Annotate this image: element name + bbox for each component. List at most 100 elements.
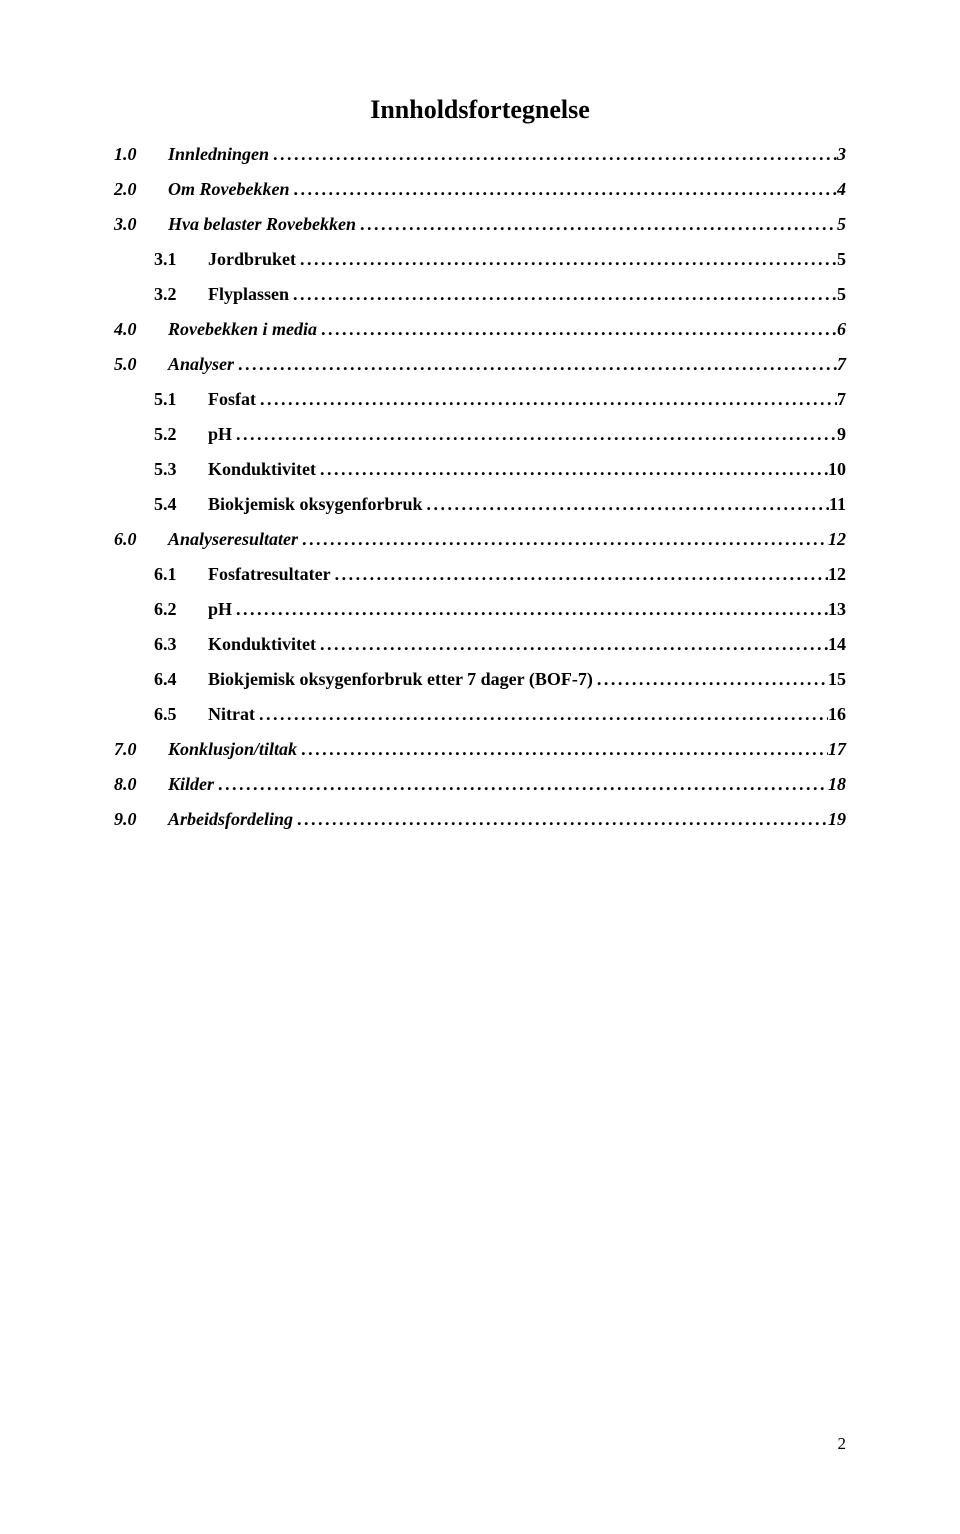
- toc-entry: 6.4Biokjemisk oksygenforbruk etter 7 dag…: [114, 670, 846, 688]
- toc-list: 1.0Innledningen 3 2.0Om Rovebekken 4 3.0Hva …: [114, 145, 846, 828]
- toc-entry-page: 10: [828, 460, 846, 478]
- toc-entry-page: 7: [837, 390, 846, 408]
- toc-leader-dots: [423, 495, 829, 513]
- toc-entry-number: 7.0: [114, 740, 168, 758]
- toc-leader-dots: [256, 390, 837, 408]
- toc-entry-label: Analyseresultater: [168, 530, 298, 548]
- toc-entry-page: 14: [828, 635, 846, 653]
- toc-entry-page: 18: [828, 775, 846, 793]
- toc-entry-page: 7: [837, 355, 846, 373]
- toc-entry: 5.1Fosfat 7: [114, 390, 846, 408]
- toc-entry-label: Biokjemisk oksygenforbruk etter 7 dager …: [208, 670, 593, 688]
- toc-entry-number: 9.0: [114, 810, 168, 828]
- toc-entry-label: Arbeidsfordeling: [168, 810, 293, 828]
- toc-entry: 2.0Om Rovebekken 4: [114, 180, 846, 198]
- toc-entry-number: 3.2: [154, 285, 208, 303]
- toc-entry-number: 5.4: [154, 495, 208, 513]
- toc-entry-number: 1.0: [114, 145, 168, 163]
- toc-entry-page: 17: [828, 740, 846, 758]
- toc-entry: 6.2pH 13: [114, 600, 846, 618]
- toc-leader-dots: [269, 145, 837, 163]
- toc-entry: 6.1Fosfatresultater 12: [114, 565, 846, 583]
- toc-leader-dots: [316, 635, 828, 653]
- toc-entry: 5.4Biokjemisk oksygenforbruk 11: [114, 495, 846, 513]
- toc-entry: 5.3Konduktivitet 10: [114, 460, 846, 478]
- toc-entry-label: Nitrat: [208, 705, 255, 723]
- toc-entry-number: 8.0: [114, 775, 168, 793]
- toc-entry-label: pH: [208, 425, 232, 443]
- toc-leader-dots: [298, 530, 828, 548]
- toc-entry: 6.3Konduktivitet 14: [114, 635, 846, 653]
- toc-entry-label: Rovebekken i media: [168, 320, 317, 338]
- toc-entry-label: Konklusjon/tiltak: [168, 740, 297, 758]
- toc-leader-dots: [316, 460, 828, 478]
- toc-leader-dots: [232, 425, 837, 443]
- toc-entry-label: Om Rovebekken: [168, 180, 289, 198]
- toc-entry: 6.0Analyseresultater 12: [114, 530, 846, 548]
- toc-entry-page: 5: [837, 285, 846, 303]
- toc-leader-dots: [297, 740, 828, 758]
- toc-leader-dots: [356, 215, 837, 233]
- toc-entry-page: 13: [828, 600, 846, 618]
- toc-entry-label: Konduktivitet: [208, 460, 316, 478]
- toc-entry-label: Jordbruket: [208, 250, 296, 268]
- toc-leader-dots: [289, 285, 837, 303]
- toc-entry-number: 5.0: [114, 355, 168, 373]
- toc-entry: 7.0Konklusjon/tiltak 17: [114, 740, 846, 758]
- toc-leader-dots: [331, 565, 828, 583]
- toc-entry-label: Fosfat: [208, 390, 256, 408]
- toc-entry-label: Analyser: [168, 355, 234, 373]
- toc-entry-number: 6.5: [154, 705, 208, 723]
- toc-entry-number: 5.3: [154, 460, 208, 478]
- toc-entry-number: 6.2: [154, 600, 208, 618]
- toc-entry: 3.0Hva belaster Rovebekken5: [114, 215, 846, 233]
- toc-entry: 3.2Flyplassen 5: [114, 285, 846, 303]
- toc-entry-page: 6: [837, 320, 846, 338]
- toc-entry: 6.5Nitrat 16: [114, 705, 846, 723]
- toc-leader-dots: [214, 775, 828, 793]
- toc-entry-page: 15: [828, 670, 846, 688]
- toc-entry-number: 6.0: [114, 530, 168, 548]
- toc-entry-number: 2.0: [114, 180, 168, 198]
- toc-entry-label: Biokjemisk oksygenforbruk: [208, 495, 423, 513]
- toc-entry-number: 3.0: [114, 215, 168, 233]
- toc-entry-page: 12: [828, 530, 846, 548]
- toc-entry-page: 16: [828, 705, 846, 723]
- toc-entry: 9.0Arbeidsfordeling 19: [114, 810, 846, 828]
- toc-entry-number: 6.1: [154, 565, 208, 583]
- toc-entry: 8.0Kilder 18: [114, 775, 846, 793]
- toc-entry-page: 11: [829, 495, 846, 513]
- toc-entry-label: Innledningen: [168, 145, 269, 163]
- toc-entry-number: 5.2: [154, 425, 208, 443]
- toc-entry-page: 5: [837, 250, 846, 268]
- toc-leader-dots: [255, 705, 828, 723]
- toc-entry-number: 6.4: [154, 670, 208, 688]
- toc-leader-dots: [293, 810, 828, 828]
- toc-entry-number: 6.3: [154, 635, 208, 653]
- toc-entry-page: 12: [828, 565, 846, 583]
- page-number: 2: [838, 1434, 847, 1454]
- toc-entry-label: Hva belaster Rovebekken: [168, 215, 356, 233]
- toc-entry-page: 9: [837, 425, 846, 443]
- toc-leader-dots: [234, 355, 837, 373]
- toc-entry-number: 3.1: [154, 250, 208, 268]
- toc-entry-label: Kilder: [168, 775, 214, 793]
- toc-entry-label: Fosfatresultater: [208, 565, 331, 583]
- toc-leader-dots: [296, 250, 837, 268]
- toc-entry-number: 4.0: [114, 320, 168, 338]
- toc-entry: 3.1Jordbruket 5: [114, 250, 846, 268]
- toc-entry: 4.0Rovebekken i media 6: [114, 320, 846, 338]
- toc-entry-page: 4: [837, 180, 846, 198]
- toc-entry-page: 19: [828, 810, 846, 828]
- toc-entry-page: 3: [837, 145, 846, 163]
- toc-leader-dots: [232, 600, 828, 618]
- toc-entry: 1.0Innledningen 3: [114, 145, 846, 163]
- toc-entry-label: Konduktivitet: [208, 635, 316, 653]
- toc-leader-dots: [317, 320, 837, 338]
- toc-leader-dots: [593, 670, 828, 688]
- toc-title: Innholdsfortegnelse: [114, 95, 846, 125]
- toc-entry-label: pH: [208, 600, 232, 618]
- toc-entry: 5.0Analyser 7: [114, 355, 846, 373]
- toc-entry-number: 5.1: [154, 390, 208, 408]
- toc-entry-label: Flyplassen: [208, 285, 289, 303]
